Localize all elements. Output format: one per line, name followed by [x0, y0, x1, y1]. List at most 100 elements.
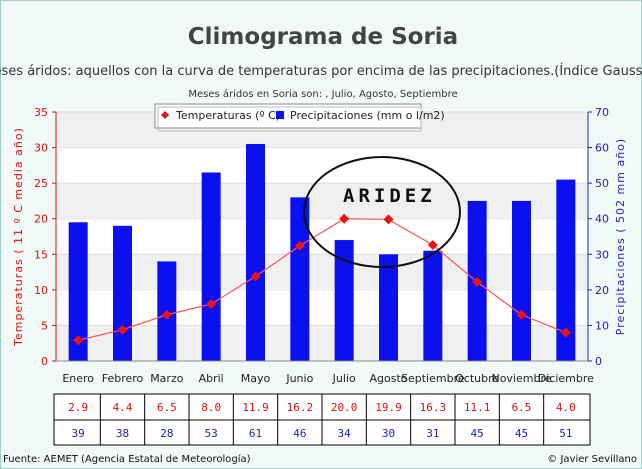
- bar-precipitation: [556, 179, 576, 361]
- aridez-annotation: ARIDEZ: [303, 156, 461, 268]
- temperature-polyline: [78, 218, 567, 341]
- temperature-point: [516, 309, 527, 320]
- left-tick-label: 15: [34, 248, 48, 261]
- temperature-point: [427, 240, 438, 251]
- x-tick-label: Julio: [332, 372, 356, 385]
- footer-credit: © Javier Sevillano: [547, 454, 637, 465]
- table-cell-precipitation: 39: [72, 427, 85, 440]
- table-cell-precipitation: 51: [559, 427, 572, 440]
- grid-band: [56, 254, 588, 290]
- temperature-line: [73, 213, 571, 346]
- left-tick-label: 35: [34, 106, 48, 119]
- bar-precipitation: [201, 172, 221, 361]
- table-cell-temperature: 11.9: [242, 401, 269, 414]
- left-tick-label: 25: [34, 177, 48, 190]
- temperature-point: [161, 309, 172, 320]
- table-cell-precipitation: 46: [293, 427, 306, 440]
- bar-precipitation: [423, 250, 443, 361]
- left-tick-label: 5: [41, 319, 48, 332]
- table-cell-temperature: 19.9: [375, 401, 402, 414]
- table-cell-temperature: 2.9: [68, 401, 88, 414]
- plot-background: [56, 111, 588, 361]
- legend-precipitation-label: Precipitaciones (mm o l/m2): [290, 109, 445, 122]
- bar-precipitation: [334, 240, 354, 361]
- table-cell-precipitation: 53: [205, 427, 218, 440]
- bar-precipitation: [512, 200, 531, 361]
- table-cell-precipitation: 61: [249, 427, 262, 440]
- legend-temperature-marker: [161, 111, 169, 119]
- aridez-circle: [303, 156, 461, 268]
- temperature-point: [73, 335, 84, 346]
- legend: Temperaturas (º C) Precipitaciones (mm o…: [154, 103, 445, 132]
- x-tick-label: Octubre: [455, 372, 499, 385]
- temperature-point: [250, 271, 261, 282]
- bar-precipitation: [113, 225, 132, 361]
- legend-box: [154, 103, 422, 129]
- right-tick-label: 60: [595, 142, 609, 155]
- x-tick-label: Junio: [285, 372, 313, 385]
- temperature-point: [117, 324, 128, 335]
- x-tick-label: Mayo: [241, 372, 271, 385]
- table-cell-temperature: 20.0: [331, 401, 358, 414]
- chart-title: Climograma de Soria: [188, 24, 458, 50]
- table-cell-temperature: 11.1: [464, 401, 491, 414]
- axes: 0 5 10 15 20 25 30 35 0 10 20 30 40 50 60 70 Enero Febrer…: [12, 106, 627, 385]
- right-tick-label: 40: [595, 213, 609, 226]
- legend-precipitation-marker: [276, 111, 284, 119]
- data-table: 2.9 4.4 6.5 8.0 11.9 16.2 20.0 19.9 16.3 11.1 6.5 4…: [53, 393, 591, 446]
- footer-source: Fuente: AEMET (Agencia Estatal de Meteor…: [3, 453, 251, 465]
- left-tick-label: 30: [34, 142, 48, 155]
- table-cell-precipitation: 38: [116, 427, 129, 440]
- legend-temperature-label: Temperaturas (º C): [175, 109, 280, 122]
- y-axis-right-label: Precipitaciones ( 502 mm año): [614, 138, 627, 335]
- temperature-point: [472, 277, 483, 288]
- x-tick-label: Septiembre: [401, 372, 465, 385]
- precipitation-bars: [68, 144, 576, 361]
- temperature-point: [294, 240, 305, 251]
- right-tick-label: 20: [595, 284, 609, 297]
- right-tick-label: 30: [595, 248, 609, 261]
- bar-precipitation: [68, 222, 88, 361]
- table-cell-temperature: 6.5: [512, 401, 532, 414]
- plot-area: [56, 112, 588, 361]
- table-cell-temperature: 8.0: [201, 401, 221, 414]
- x-tick-label: Abril: [199, 372, 224, 385]
- grid-band: [56, 325, 588, 361]
- chart-subtitle: Meses áridos: aquellos con la curva de t…: [0, 63, 642, 79]
- left-tick-label: 0: [41, 355, 48, 368]
- x-tick-label: Diciembre: [538, 372, 594, 385]
- table-cell-precipitation: 45: [515, 427, 528, 440]
- right-tick-label: 70: [595, 106, 609, 119]
- right-tick-label: 0: [595, 355, 602, 368]
- bar-precipitation: [246, 144, 265, 361]
- x-tick-label: Noviembre: [491, 372, 551, 385]
- grid-band: [56, 183, 588, 219]
- y-axis-left-label: Temperaturas ( 11 º C media año): [12, 127, 25, 347]
- table-cell-precipitation: 28: [160, 427, 173, 440]
- table-cell-temperature: 4.0: [556, 401, 576, 414]
- x-tick-label: Agosto: [369, 372, 407, 385]
- right-tick-label: 10: [595, 319, 609, 332]
- legend-shadow: [157, 106, 422, 132]
- x-tick-label: Marzo: [150, 372, 184, 385]
- table-cell-precipitation: 30: [382, 427, 395, 440]
- chart-subtitle-arid-months: Meses áridos en Soria son: , Julio, Agos…: [188, 88, 457, 100]
- bar-precipitation: [290, 197, 310, 361]
- temperature-point: [206, 299, 217, 310]
- aridez-label: ARIDEZ: [343, 185, 436, 207]
- table-cell-precipitation: 31: [426, 427, 439, 440]
- right-tick-label: 50: [595, 177, 609, 190]
- table-cell-temperature: 4.4: [113, 401, 133, 414]
- table-cell-temperature: 16.3: [420, 401, 447, 414]
- table-cell-temperature: 16.2: [287, 401, 314, 414]
- x-tick-label: Enero: [62, 372, 94, 385]
- table-cell-precipitation: 45: [471, 427, 484, 440]
- table-cell-precipitation: 34: [338, 427, 352, 440]
- table-cell-temperature: 6.5: [157, 401, 177, 414]
- bar-precipitation: [379, 254, 398, 361]
- x-tick-label: Febrero: [102, 372, 144, 385]
- left-tick-label: 20: [34, 213, 48, 226]
- left-tick-label: 10: [34, 284, 48, 297]
- temperature-point: [383, 214, 394, 225]
